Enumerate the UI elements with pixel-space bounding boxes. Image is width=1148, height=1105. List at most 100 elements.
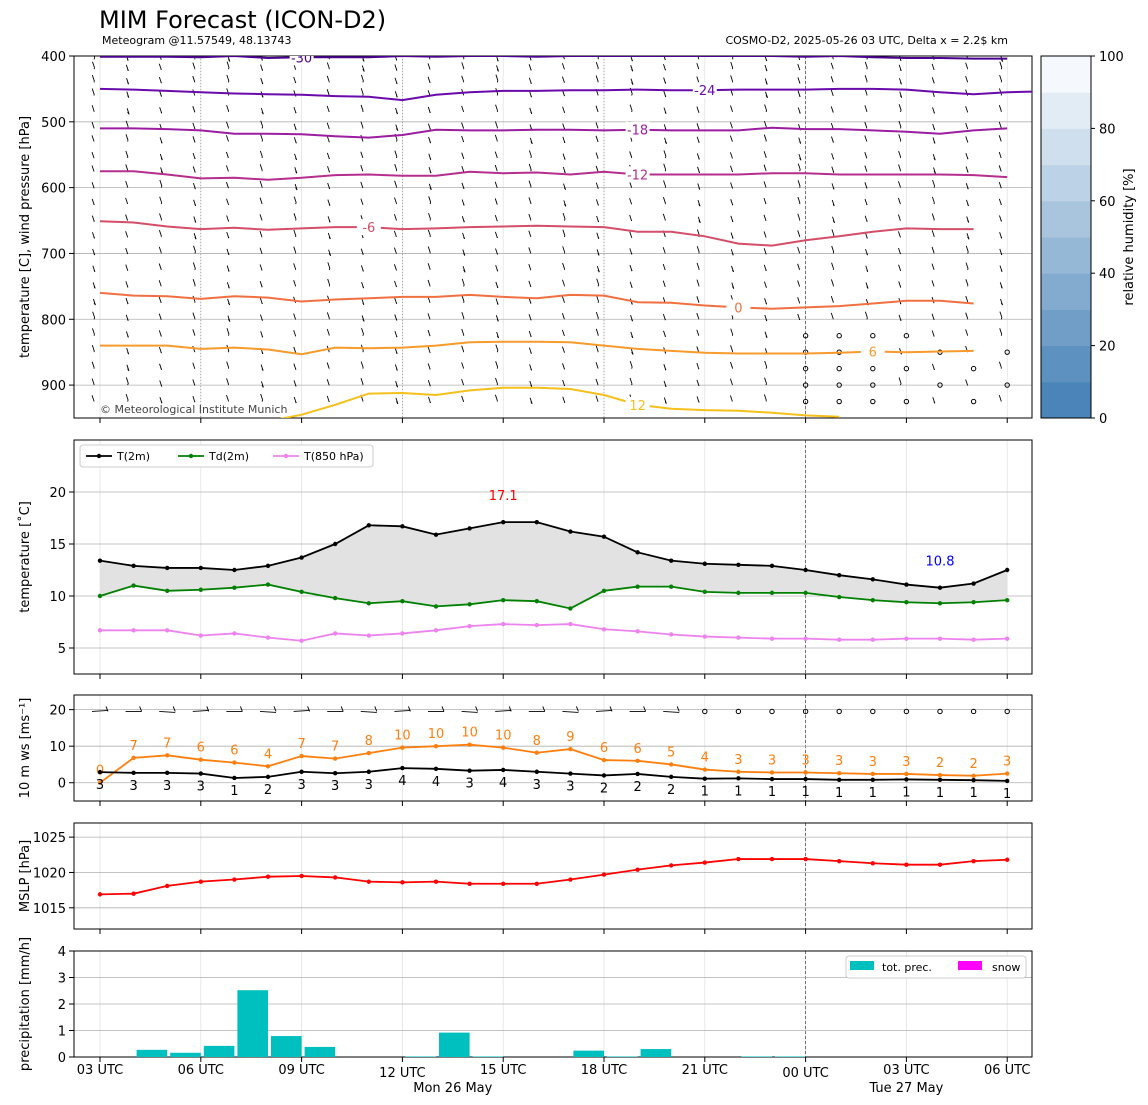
wind-barb-flag	[596, 265, 600, 273]
wind-barb-flag	[441, 706, 445, 712]
wind-barb-flag	[395, 381, 399, 388]
series-line-0	[99, 521, 1008, 589]
wind-barb-flag	[225, 151, 229, 159]
data-point	[299, 873, 304, 879]
wind-barb-flag	[763, 281, 767, 288]
data-point	[702, 776, 707, 781]
data-point	[131, 770, 136, 776]
wind-barb-flag	[495, 265, 499, 272]
y-tick-label: 20	[49, 486, 66, 501]
data-point	[333, 771, 338, 776]
wind-barb-flag	[92, 282, 96, 289]
precip-bar	[640, 1049, 672, 1057]
wind-barb-flag	[427, 329, 431, 337]
wind-value-label: 4	[398, 774, 406, 789]
wind-barb-flag	[663, 56, 666, 61]
wind-barb-flag	[91, 215, 95, 222]
wind-barb-flag	[730, 345, 734, 352]
wind-barb-flag	[629, 361, 633, 368]
wind-barb-flag	[226, 265, 230, 272]
data-point	[669, 762, 674, 767]
wind-barb-flag	[797, 280, 801, 287]
wind-barb-flag	[764, 298, 768, 305]
colorbar-bin	[1041, 273, 1091, 310]
data-point	[501, 597, 506, 603]
wind-barb-flag	[226, 121, 229, 128]
wind-barb-flag	[999, 265, 1003, 272]
data-point	[870, 777, 875, 782]
data-point	[97, 892, 103, 897]
wind-barb-flag	[125, 64, 129, 71]
wind-barb-flag	[475, 706, 479, 712]
wind-barb	[765, 383, 767, 386]
wind-barb-flag	[764, 331, 768, 338]
wind-barb-flag	[528, 230, 532, 237]
data-point	[937, 601, 943, 606]
wind-barb-flag	[562, 296, 565, 303]
calm-circle	[802, 708, 809, 715]
data-point	[534, 769, 539, 774]
wind-barb-flag	[293, 396, 297, 404]
wind-barb-flag	[326, 62, 330, 69]
colorbar-bin	[1041, 200, 1091, 238]
wind-barb-flag	[259, 197, 263, 204]
wind-series-line	[99, 767, 1008, 782]
data-point	[165, 753, 170, 758]
wind-barb-flag	[260, 107, 264, 115]
wind-barb-flag	[259, 180, 263, 188]
wind-barb-flag	[125, 214, 129, 221]
calm-circle	[802, 398, 809, 405]
wind-barb-flag	[326, 122, 330, 129]
wind-barb-flag	[663, 107, 667, 114]
wind-barb-flag	[461, 312, 465, 319]
wind-barb-flag	[260, 77, 264, 85]
wind-barb-flag	[932, 180, 936, 187]
precip-bar	[136, 1049, 168, 1057]
wind-barb-flag	[496, 65, 499, 72]
wind-barb-flag	[609, 706, 613, 712]
wind-barb-flag	[294, 183, 298, 191]
wind-barb-flag	[427, 263, 431, 270]
data-point	[669, 863, 674, 868]
precip-bar	[472, 1056, 504, 1057]
wind-barb-flag	[226, 198, 229, 205]
wind-barb-flag	[125, 231, 129, 238]
wind-value-label: 1	[969, 786, 977, 801]
wind-barb-flag	[629, 377, 633, 384]
wind-barb-flag	[360, 121, 364, 128]
wind-barb-flag	[461, 105, 465, 113]
wind-barb-flag	[394, 297, 398, 304]
data-point	[131, 583, 136, 588]
isotherm-line	[99, 291, 974, 310]
wind-barb-flag	[595, 199, 599, 206]
wind-barb-flag	[360, 104, 364, 112]
wind-barb-flag	[630, 331, 634, 338]
isotherm-label-bg	[692, 82, 717, 99]
wind-barb-flag	[461, 122, 465, 129]
colorbar-bin	[1041, 92, 1091, 129]
wind-barb-flag	[528, 77, 532, 84]
data-point	[400, 765, 405, 771]
x-tick-label: 15 UTC	[480, 1063, 526, 1078]
y-tick-label: 10	[49, 590, 66, 605]
wind-barb-flag	[629, 281, 633, 288]
wind-barb-flag	[192, 262, 196, 269]
data-point	[165, 770, 170, 776]
wind-barb-flag	[528, 213, 532, 221]
wind-barb-flag	[898, 64, 902, 72]
precip-bar	[170, 1052, 201, 1057]
wind-barb-flag	[340, 706, 344, 712]
wind-barb-flag	[629, 104, 633, 111]
wind-barb-flag	[427, 380, 431, 387]
wind-barb-flag	[91, 135, 95, 142]
wind-barb-flag	[864, 152, 868, 159]
data-point	[568, 621, 573, 627]
wind-barb-flag	[259, 264, 263, 271]
wind-barb-flag	[562, 346, 565, 353]
wind-barb-flag	[495, 248, 498, 255]
wind-barb-flag	[562, 212, 566, 220]
calm-circle	[870, 708, 876, 715]
wind-barb-flag	[998, 394, 1002, 402]
wind-barb-flag	[192, 62, 196, 69]
wind-barb-flag	[193, 245, 196, 252]
